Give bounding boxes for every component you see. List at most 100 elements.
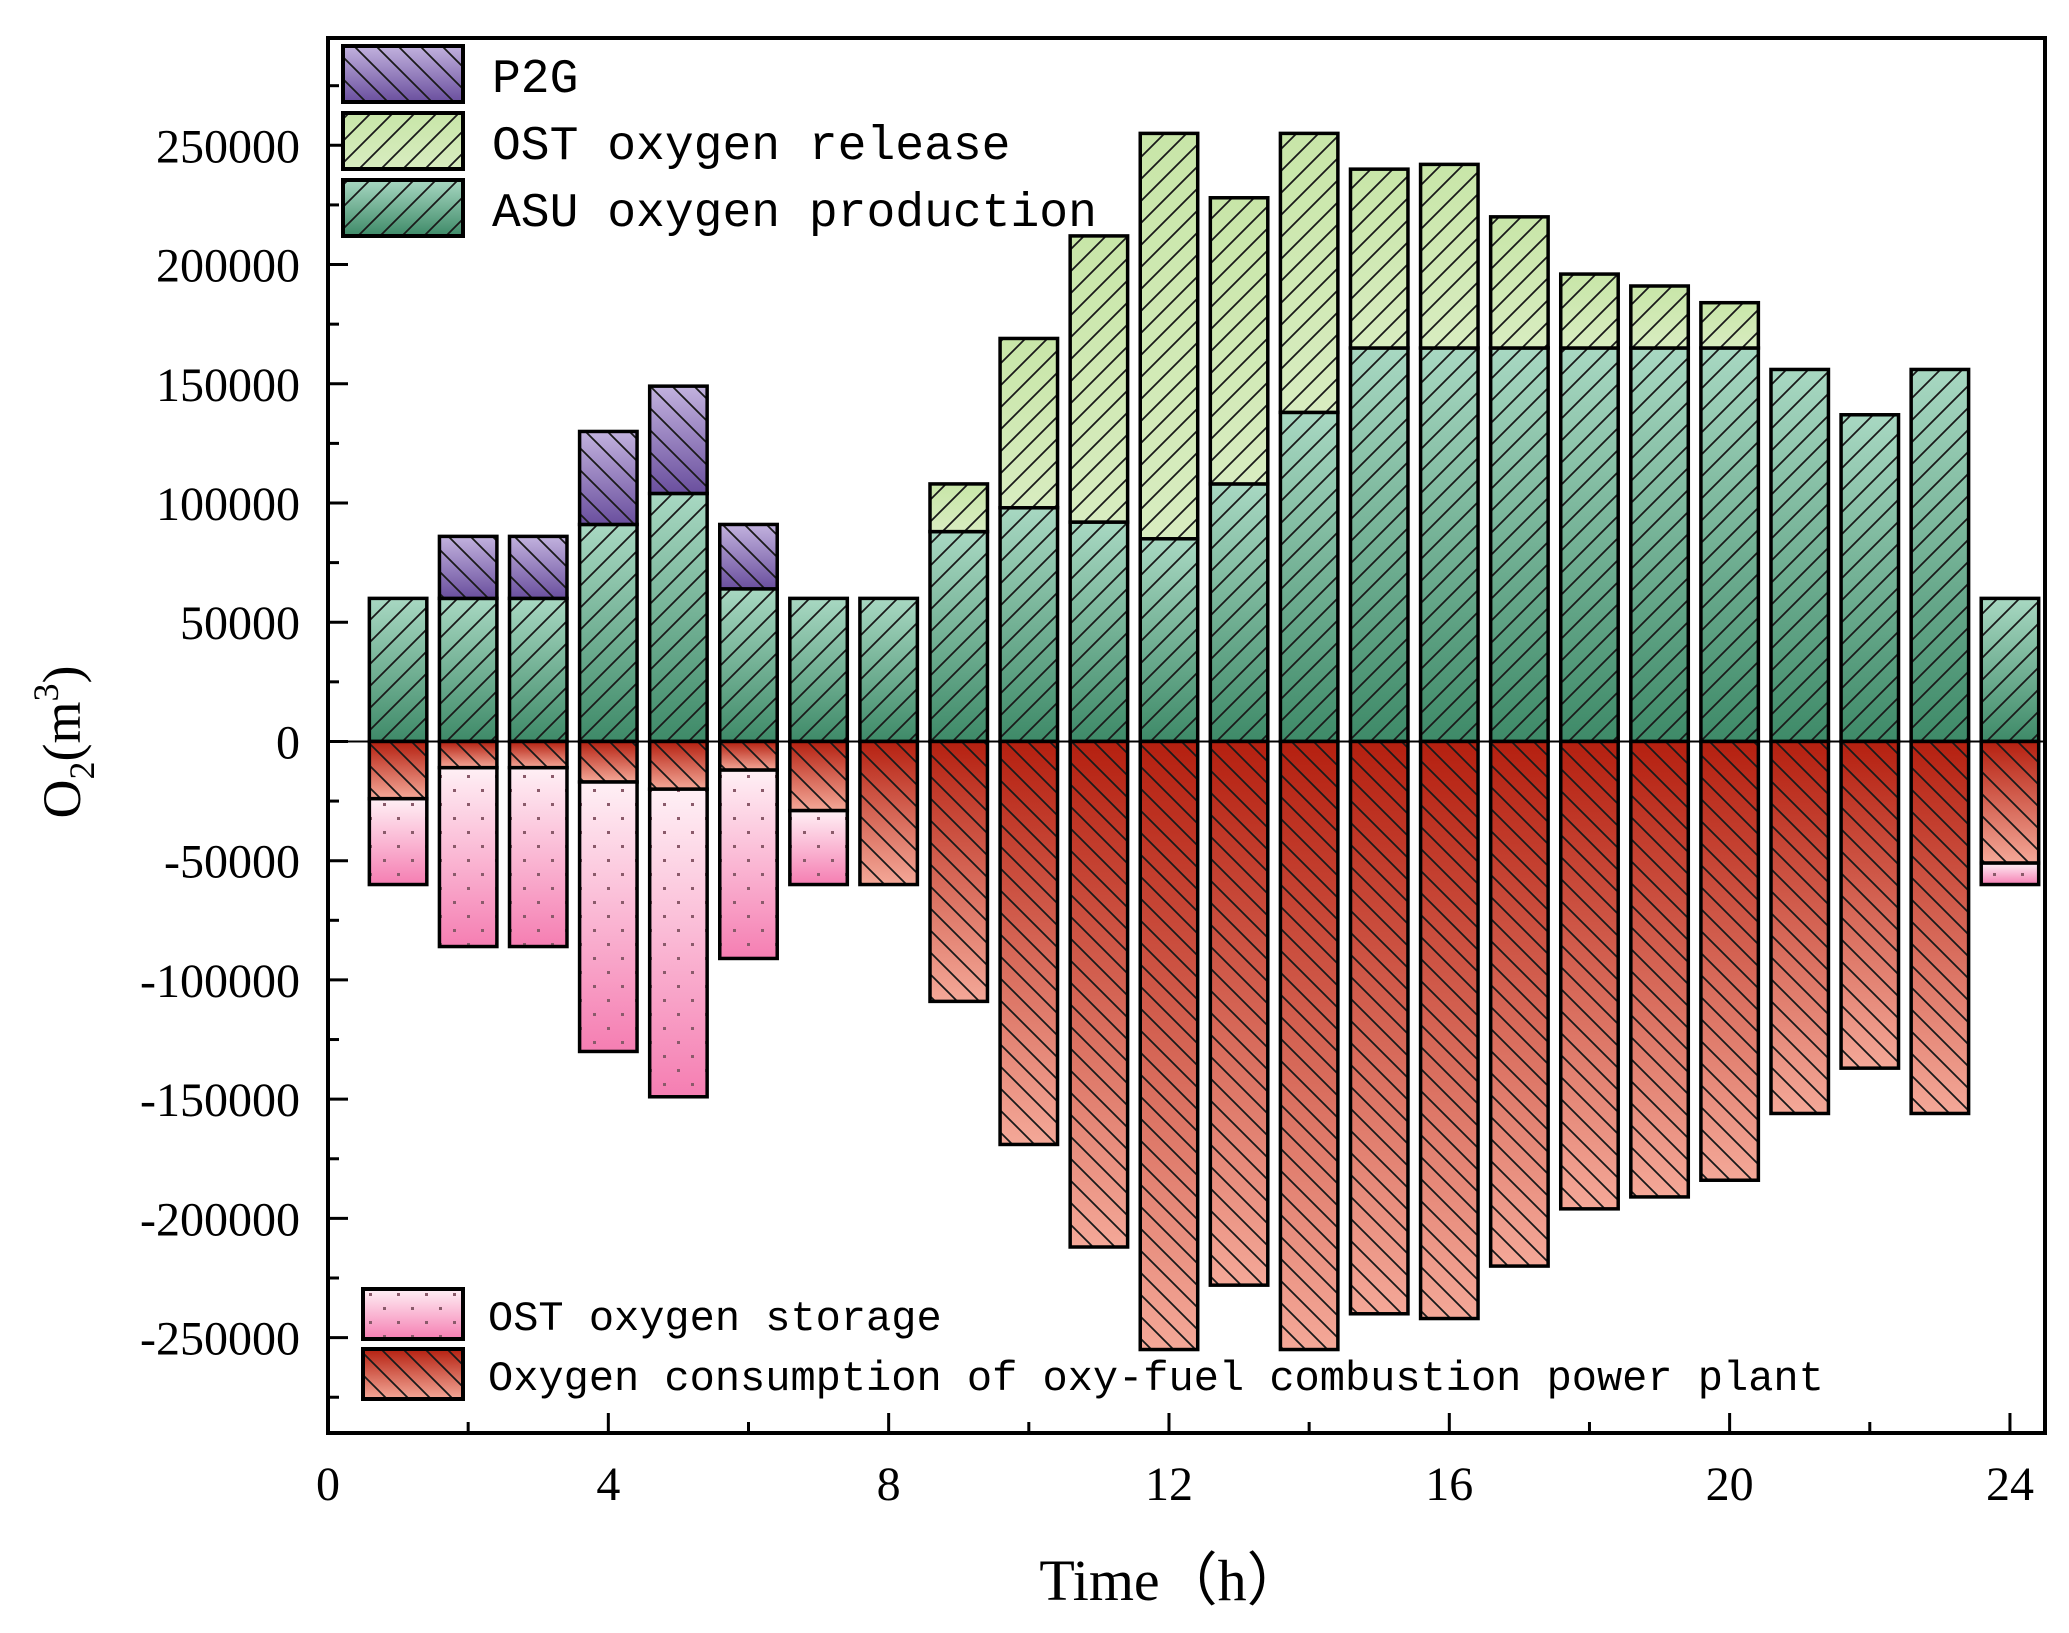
- x-tick-label: 20: [1706, 1458, 1754, 1511]
- bar-asu-15: [1348, 346, 1410, 744]
- bar-consumption-10: [998, 739, 1060, 1147]
- y-tick-label: 100000: [156, 478, 300, 531]
- legend-swatch-ost-storage-hatch: [361, 1287, 465, 1341]
- bar-ost-release-10: [998, 336, 1060, 510]
- bar-ost-release-16: [1418, 162, 1480, 350]
- bar-consumption-12: [1138, 739, 1200, 1352]
- y-tick-label: 0: [276, 716, 300, 769]
- x-tick-label: 16: [1425, 1458, 1473, 1511]
- x-tick-label: 12: [1145, 1458, 1193, 1511]
- bar-asu-24: [1979, 596, 2041, 744]
- legend-swatch-p2g-hatch: [341, 44, 465, 104]
- bar-asu-11: [1068, 520, 1130, 744]
- bar-p2g-6: [718, 522, 779, 591]
- legend-swatch-consumption-hatch: [361, 1347, 465, 1401]
- bar-consumption-22: [1839, 739, 1901, 1070]
- bar-ost-release-9: [928, 482, 990, 534]
- bar-ost-storage-6: [718, 768, 779, 961]
- legend-swatch-asu-hatch: [341, 178, 465, 238]
- bar-ost-storage-7: [788, 808, 850, 887]
- bar-ost-storage-1: [367, 796, 429, 887]
- bar-asu-9: [928, 529, 990, 744]
- y-tick-label: -150000: [140, 1074, 300, 1127]
- legend-label-ost-release: OST oxygen release: [492, 120, 1010, 174]
- x-tick-label: 24: [1986, 1458, 2034, 1511]
- bar-consumption-19: [1629, 739, 1691, 1199]
- bar-consumption-7: [788, 739, 850, 813]
- bar-asu-19: [1629, 346, 1691, 744]
- y-axis-label-sub: 2: [62, 761, 102, 779]
- bar-asu-7: [788, 596, 850, 744]
- bar-consumption-8: [858, 739, 920, 887]
- bar-asu-13: [1208, 482, 1270, 744]
- bar-consumption-1: [367, 739, 429, 801]
- bar-asu-17: [1488, 346, 1550, 744]
- x-tick-label: 8: [877, 1458, 901, 1511]
- y-tick-label: 200000: [156, 240, 300, 293]
- legend-label-asu: ASU oxygen production: [492, 187, 1097, 241]
- y-tick-label: 50000: [180, 597, 300, 650]
- bar-consumption-15: [1348, 739, 1410, 1316]
- bar-consumption-23: [1909, 739, 1971, 1116]
- bar-ost-storage-5: [647, 787, 709, 1099]
- bar-consumption-2: [437, 739, 499, 770]
- bar-asu-1: [367, 596, 429, 744]
- bar-consumption-18: [1558, 739, 1620, 1211]
- bar-asu-4: [577, 522, 639, 744]
- legend-bottom-left: OST oxygen storage Oxygen consumption of…: [361, 1287, 1824, 1403]
- bar-asu-22: [1839, 413, 1901, 744]
- bar-ost-release-14: [1278, 131, 1340, 415]
- bar-asu-2: [437, 596, 499, 744]
- bar-consumption-4: [577, 739, 639, 784]
- bar-asu-20: [1699, 346, 1761, 744]
- plot-frame: [326, 36, 2047, 1435]
- bar-consumption-20: [1699, 739, 1761, 1182]
- bar-ost-release-12: [1138, 131, 1200, 541]
- bar-asu-8: [858, 596, 920, 744]
- bar-ost-release-19: [1629, 284, 1691, 350]
- bar-ost-storage-3: [507, 765, 569, 949]
- bar-asu-3: [507, 596, 569, 744]
- bar-asu-14: [1278, 410, 1340, 744]
- bar-p2g-2: [437, 534, 499, 601]
- bar-consumption-16: [1418, 739, 1480, 1321]
- y-tick-label: -250000: [140, 1313, 300, 1366]
- legend-label-ost-storage: OST oxygen storage: [488, 1295, 942, 1343]
- bar-ost-storage-4: [577, 780, 639, 1054]
- x-tick-labels: 0 4 8 12 16 20 24: [316, 1458, 2034, 1511]
- bar-consumption-13: [1208, 739, 1270, 1287]
- bar-asu-21: [1769, 367, 1831, 744]
- bar-consumption-14: [1278, 739, 1340, 1352]
- y-tick-labels: -250000 -200000 -150000 -100000 -50000 0 50000…: [140, 120, 300, 1365]
- bar-consumption-17: [1488, 739, 1550, 1268]
- bar-asu-6: [718, 587, 779, 744]
- bar-ost-storage-24: [1979, 861, 2041, 887]
- bar-p2g-3: [507, 534, 569, 601]
- bar-asu-10: [998, 506, 1060, 744]
- bar-consumption-21: [1769, 739, 1831, 1116]
- bar-asu-12: [1138, 537, 1200, 744]
- legend-swatch-ost-release-hatch: [341, 111, 465, 171]
- y-tick-label: -100000: [140, 955, 300, 1008]
- bars-layer: [367, 131, 2041, 1352]
- x-axis-label: Time（h）: [1039, 1548, 1304, 1613]
- bar-p2g-5: [647, 384, 709, 496]
- y-tick-label: -50000: [164, 836, 300, 889]
- bar-asu-23: [1909, 367, 1971, 744]
- bar-asu-5: [647, 491, 709, 744]
- bar-ost-release-20: [1699, 300, 1761, 350]
- y-tick-label: -200000: [140, 1193, 300, 1246]
- x-tick-label: 4: [596, 1458, 620, 1511]
- bar-consumption-5: [647, 739, 709, 791]
- y-axis-label-sup: 3: [26, 683, 66, 701]
- bar-ost-storage-2: [437, 765, 499, 949]
- legend-top-left: P2G OST oxygen release ASU oxygen produc…: [341, 44, 1097, 241]
- y-axis-label-base: O: [32, 779, 92, 818]
- bar-consumption-9: [928, 739, 990, 1004]
- bar-consumption-3: [507, 739, 569, 770]
- y-tick-label: 250000: [156, 120, 300, 173]
- bar-ost-release-18: [1558, 272, 1620, 350]
- axes-layer: [326, 36, 2047, 1435]
- bar-asu-18: [1558, 346, 1620, 744]
